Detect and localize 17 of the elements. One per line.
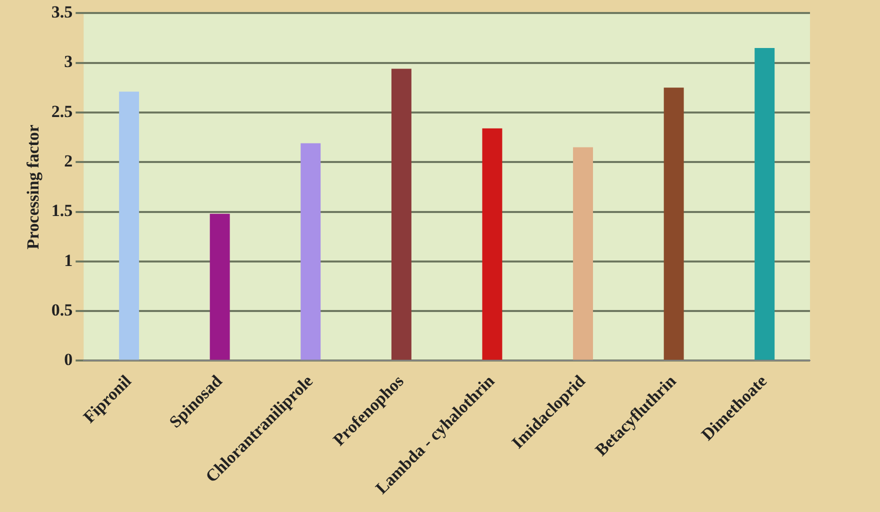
- y-tick-label: 2: [64, 152, 73, 171]
- y-tick-label: 3.5: [51, 2, 73, 22]
- y-tick-label: 1: [64, 250, 73, 270]
- y-tick-label: 0: [64, 350, 73, 370]
- bar: [482, 128, 502, 360]
- bar: [664, 88, 684, 360]
- bar: [391, 68, 412, 360]
- bar: [300, 143, 321, 360]
- y-tick-label: 1.5: [51, 201, 73, 220]
- bar: [754, 48, 775, 360]
- bar: [210, 214, 230, 360]
- y-axis-title: Processing factor: [24, 124, 43, 250]
- y-tick-label: 0.5: [51, 300, 73, 320]
- y-tick-label: 3: [64, 52, 73, 72]
- bar: [119, 92, 140, 360]
- y-tick-label: 2.5: [51, 102, 73, 121]
- bar: [573, 147, 594, 360]
